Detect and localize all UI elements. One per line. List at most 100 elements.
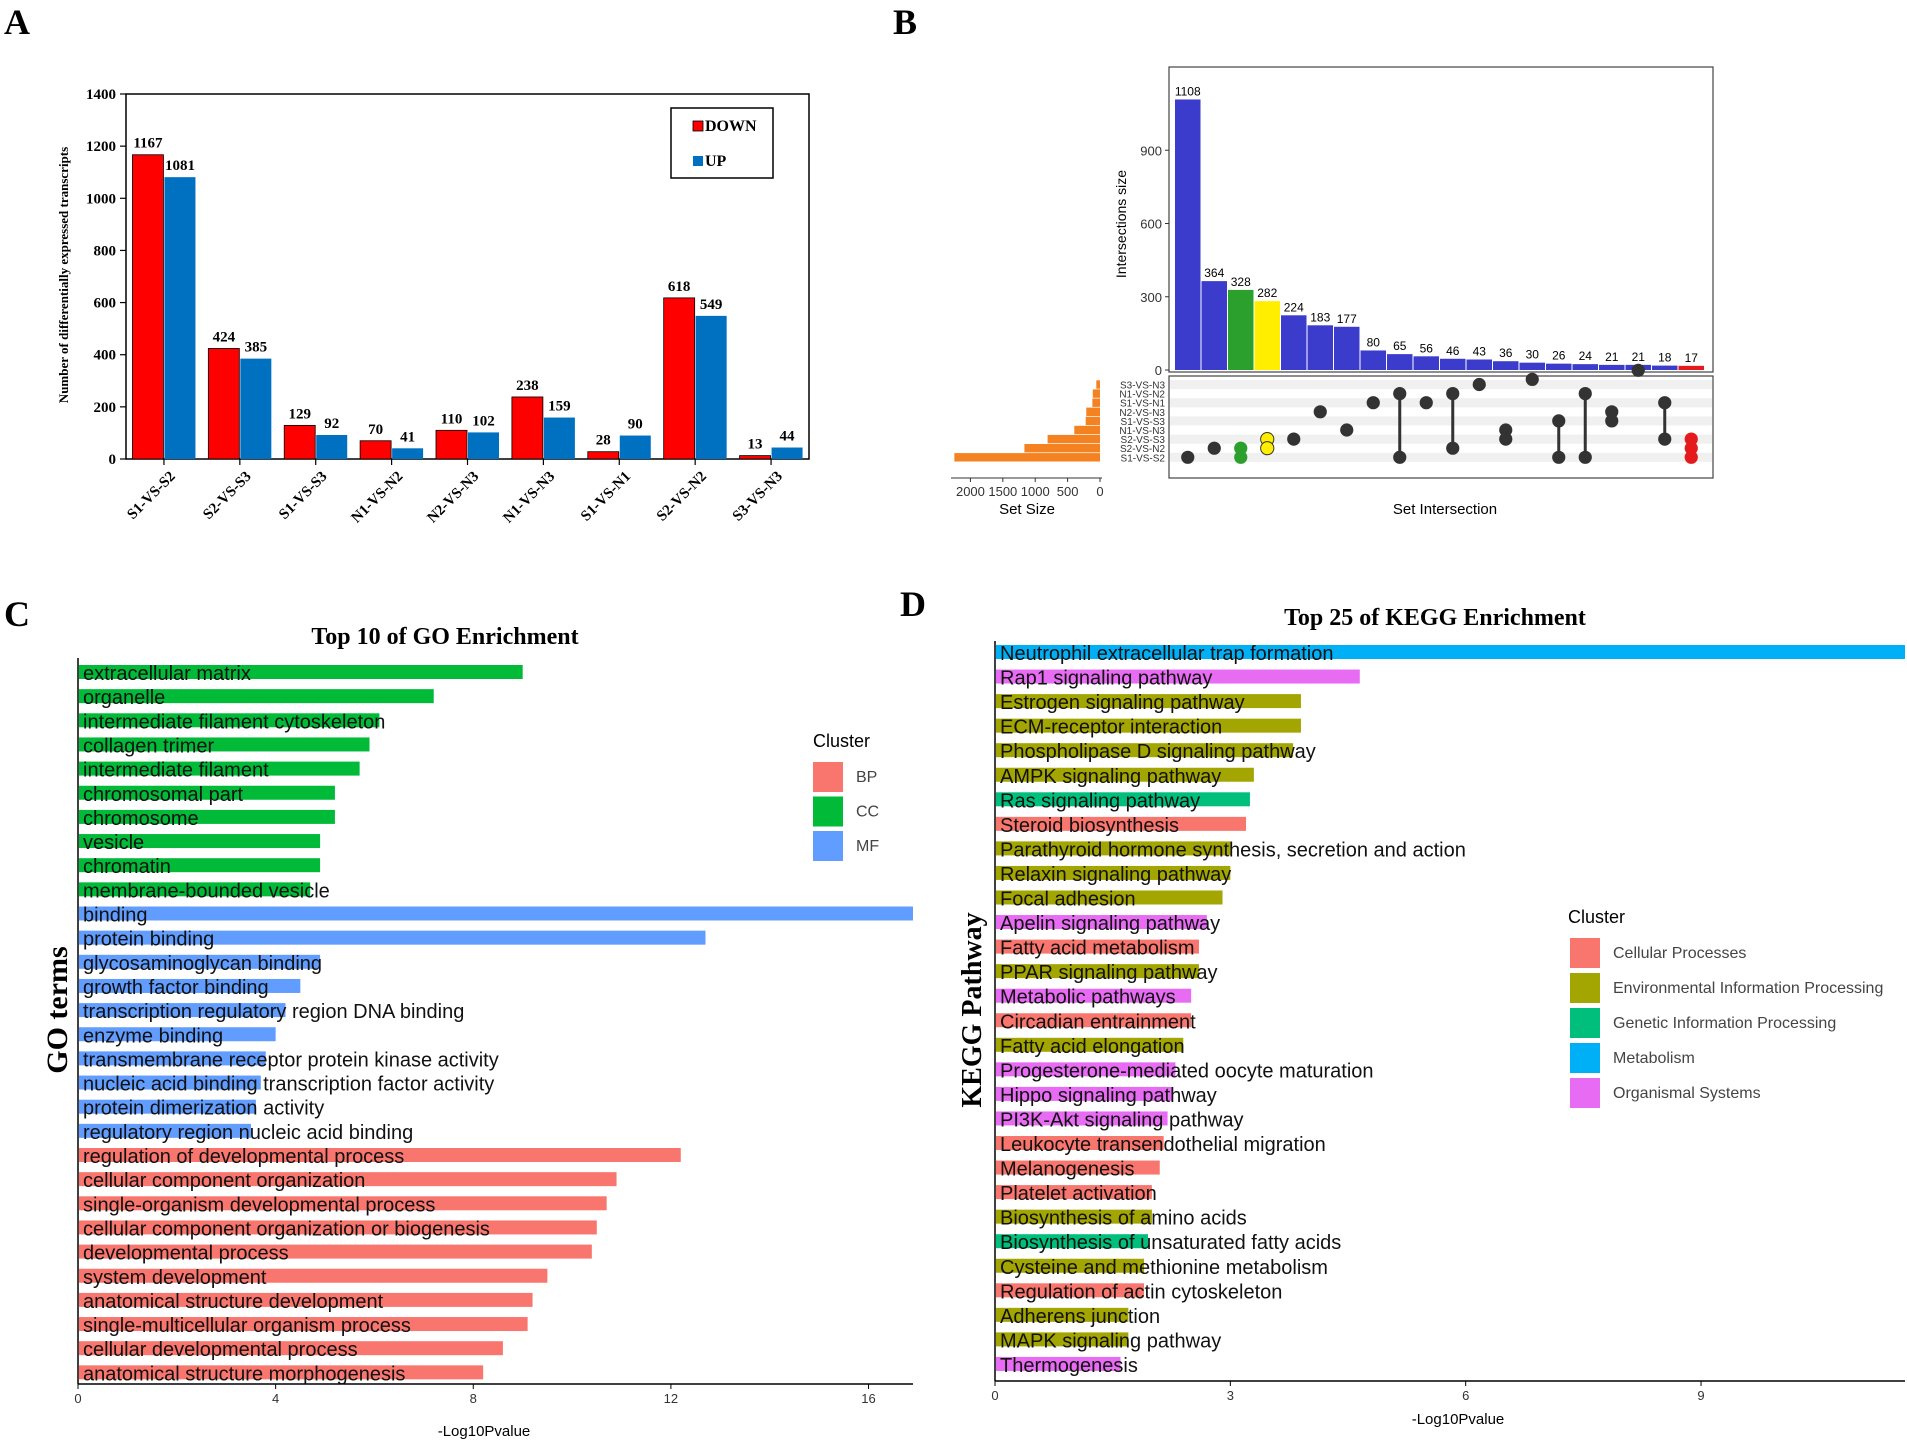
panel-d-legend-label: Organismal Systems <box>1613 1085 1761 1102</box>
panel-a-data-label: 1167 <box>133 136 163 152</box>
panel-c-term-label: transcription regulatory region DNA bind… <box>83 1001 464 1023</box>
panel-b-bar-label: 21 <box>1605 350 1619 364</box>
panel-d-term-label: Steroid biosynthesis <box>1000 815 1179 837</box>
panel-d-legend-label: Cellular Processes <box>1613 945 1746 962</box>
panel-c-bar <box>79 1341 503 1356</box>
panel-label-b: B <box>893 2 917 42</box>
panel-b-matrix-dot <box>1446 387 1460 401</box>
panel-c-legend-label: CC <box>856 804 879 821</box>
panel-b-bar-label: 183 <box>1310 310 1330 324</box>
panel-b-set-name: S2-VS-S3 <box>1121 435 1166 446</box>
panel-c-bar <box>79 1317 528 1332</box>
panel-c-bar <box>79 882 311 897</box>
panel-c-bar <box>79 1220 597 1235</box>
panel-d-term-label: Rap1 signaling pathway <box>1000 668 1212 690</box>
panel-b-intersection-bar <box>1678 365 1704 370</box>
panel-b-intersection-bar <box>1228 289 1254 370</box>
panel-d-bar <box>996 841 1231 856</box>
panel-a-bar-up <box>619 435 651 459</box>
panel-c-term-label: binding <box>83 905 148 927</box>
panel-c-term-label: organelle <box>83 687 165 709</box>
panel-c-term-label: cellular developmental process <box>83 1339 358 1361</box>
panel-b-bar-label: 56 <box>1420 341 1434 355</box>
panel-b-matrix-dot <box>1472 377 1486 392</box>
panel-b-set-name: N2-VS-N3 <box>1119 408 1165 419</box>
panel-a-data-label: 385 <box>245 340 268 356</box>
panel-b-intersection-bar <box>1413 356 1439 370</box>
panel-c-term-label: anatomical structure morphogenesis <box>83 1363 405 1385</box>
panel-d-bar <box>996 816 1247 831</box>
panel-d-term-label: Progesterone-mediated oocyte maturation <box>1000 1060 1374 1082</box>
panel-d-bar <box>996 1160 1160 1175</box>
panel-a-data-label: 92 <box>324 416 339 432</box>
panel-c-x-axis-label: -Log10Pvalue <box>438 1423 531 1440</box>
panel-b-intersection-bar <box>1572 364 1598 370</box>
panel-b-set-size-tick-label: 1500 <box>988 484 1017 499</box>
panel-c-legend-label: BP <box>856 769 877 786</box>
panel-b-matrix-dot <box>1499 423 1513 437</box>
panel-a-data-label: 424 <box>213 329 236 345</box>
panel-c-term-label: membrane-bounded vesicle <box>83 880 330 902</box>
panel-d-term-label: Ras signaling pathway <box>1000 790 1200 812</box>
panel-b-set-size-bar <box>1086 407 1100 416</box>
panel-c-bar <box>79 1365 484 1380</box>
panel-a-y-axis-label: Number of differentially expressed trans… <box>56 147 71 403</box>
panel-b-matrix-dot <box>1499 432 1513 446</box>
panel-d-term-label: Biosynthesis of unsaturated fatty acids <box>1000 1232 1341 1254</box>
panel-b-bar-label: 224 <box>1284 300 1304 314</box>
panel-b-set-name: N1-VS-N2 <box>1119 390 1165 401</box>
panel-a-x-tick-label: S1-VS-N1 <box>578 469 634 525</box>
panel-b-intersection-bar <box>1360 350 1386 370</box>
panel-a-data-label: 13 <box>748 437 763 453</box>
panel-a-data-label: 1081 <box>165 158 195 174</box>
panel-d-bar <box>996 767 1254 782</box>
panel-c-bar <box>79 1003 286 1018</box>
panel-b-bar-label: 21 <box>1632 350 1646 364</box>
panel-b-bar-label: 328 <box>1231 275 1251 289</box>
panel-d-bar <box>996 1037 1184 1052</box>
panel-a-data-label: 70 <box>368 422 383 438</box>
panel-d-bar <box>996 865 1231 880</box>
panel-a-bar-down <box>207 348 240 460</box>
panel-d-term-label: MAPK signaling pathway <box>1000 1330 1221 1352</box>
panel-b-intersection-bar <box>1652 365 1678 370</box>
panel-d-bar <box>996 964 1199 979</box>
panel-c-go-chart: Top 10 of GO Enrichment GO terms -Log10P… <box>41 624 913 1440</box>
panel-d-term-label: Platelet activation <box>1000 1183 1157 1205</box>
panel-c-term-label: developmental process <box>83 1243 289 1265</box>
panel-b-intersection-bar <box>1599 364 1625 370</box>
panel-c-bar <box>79 665 523 679</box>
panel-a-bar-down <box>359 440 392 460</box>
panel-c-title: Top 10 of GO Enrichment <box>311 624 578 650</box>
panel-c-legend-swatch <box>813 831 843 861</box>
panel-b-matrix-dot <box>1605 405 1619 419</box>
panel-a-bar-down <box>283 424 316 460</box>
panel-c-legend-swatch <box>813 762 843 792</box>
panel-d-y-axis-label: KEGG Pathway <box>957 912 988 1107</box>
panel-c-term-label: glycosaminoglycan binding <box>83 953 322 975</box>
panel-d-term-label: Cysteine and methionine metabolism <box>1000 1257 1328 1279</box>
panel-d-legend-swatch <box>1570 973 1600 1003</box>
panel-b-y-tick-label: 0 <box>1155 363 1162 378</box>
panel-c-bar <box>79 906 913 921</box>
panel-a-bar-up <box>316 435 348 459</box>
panel-b-intersection-bar <box>1546 363 1572 370</box>
panel-b-matrix-dot <box>1260 441 1275 456</box>
panel-a-bar-up <box>695 315 727 459</box>
panel-d-term-label: PI3K-Akt signaling pathway <box>1000 1109 1243 1131</box>
panel-d-term-label: Leukocyte transendothelial migration <box>1000 1134 1326 1156</box>
panel-d-bar <box>996 890 1223 905</box>
panel-a-data-label: 549 <box>700 297 723 313</box>
panel-c-term-label: anatomical structure development <box>83 1291 384 1313</box>
panel-a-data-label: 110 <box>441 411 463 427</box>
panel-b-intersection-bar <box>1519 362 1545 370</box>
panel-b-matrix-frame <box>1168 375 1714 479</box>
panel-b-intersection-bar <box>1307 325 1333 370</box>
panel-b-set-name: S2-VS-N2 <box>1120 444 1165 455</box>
panel-d-legend-label: Environmental Information Processing <box>1613 980 1883 997</box>
panel-d-bar <box>996 1086 1172 1101</box>
panel-c-legend-title: Cluster <box>813 731 870 751</box>
panel-a-bar-chart: Number of differentially expressed trans… <box>56 87 810 526</box>
panel-c-bar <box>79 858 321 873</box>
panel-a-bar-up <box>468 432 499 459</box>
